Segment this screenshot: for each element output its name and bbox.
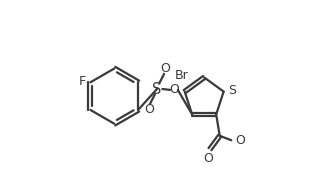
Text: O: O [235, 134, 245, 147]
Text: S: S [229, 84, 237, 97]
Text: O: O [169, 83, 179, 96]
Text: O: O [204, 152, 214, 165]
Text: F: F [79, 75, 86, 88]
Text: Br: Br [175, 69, 189, 82]
Text: O: O [144, 103, 154, 116]
Text: O: O [160, 62, 170, 75]
Text: S: S [152, 82, 162, 96]
